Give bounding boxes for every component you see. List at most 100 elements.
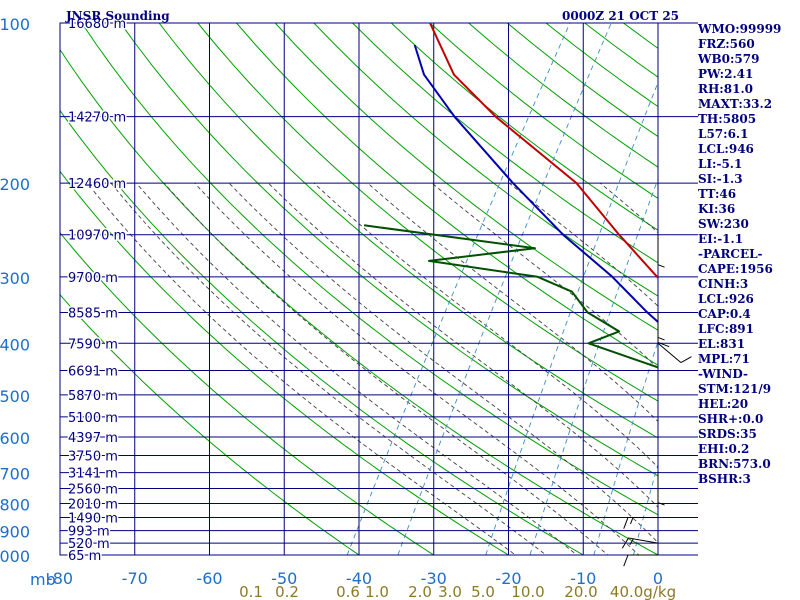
index-row: CAP:0.4 [698,307,751,321]
index-row: HEL:20 [698,397,749,411]
chart-title: JNSR Sounding [66,9,170,23]
index-row: FRZ:560 [698,37,755,51]
mixing-ratio-label: 0.1 [239,583,263,600]
moist-adiabat-line [163,182,609,555]
wind-barb [657,472,665,506]
height-label: 7590 m [68,337,118,352]
dry-adiabat-line [197,23,658,402]
wind-barb [657,312,670,348]
moist-adiabat-line [136,182,578,555]
index-row: EI:-1.1 [698,232,744,246]
index-row: RH:81.0 [698,82,753,96]
wind-barb [623,516,658,529]
dewpoint-trace [363,224,658,369]
dry-adiabat-line [60,48,658,555]
dry-adiabat-line [60,293,360,555]
mixing-ratio-label: 1.0 [365,583,389,600]
moist-adiabat-line [268,182,658,508]
dry-adiabat-line [313,23,658,297]
height-label: 5870 m [68,389,118,404]
index-row: WMO:99999 [698,22,782,36]
pressure-tick-label: 500 [0,387,30,406]
index-row: LI:-5.1 [698,157,743,171]
axis-unit-label: mb [30,570,56,589]
dry-adiabat-line [60,170,510,555]
temperature-trace [429,23,658,280]
index-row: L57:6.1 [698,127,749,141]
pressure-tick-label: 100 [0,15,30,34]
dry-adiabat-line [81,23,658,516]
parcel-trace [413,44,658,324]
pressure-tick-label: 600 [0,429,30,448]
height-label: 4397 m [68,431,118,446]
index-row: PW:2.41 [698,67,754,81]
height-label: 12460 m [68,177,126,192]
moist-adiabat-line [110,182,547,555]
mixing-ratio-label: 10.0 [511,583,544,600]
temperature-tick-label: -60 [196,569,222,588]
height-label: 16680 m [68,17,126,32]
height-label: 14270 m [68,111,126,126]
mixing-ratio-label: 20.0 [564,583,597,600]
moist-adiabat-line [228,182,658,544]
moist-adiabat-line [431,182,658,369]
height-label: 993 m [68,525,110,540]
moist-adiabat-line [87,182,517,555]
index-row: -WIND- [698,367,748,381]
index-row: BRN:573.0 [698,457,771,471]
wind-barb [657,234,665,268]
index-row: BSHR:3 [698,472,751,486]
dry-adiabat-line [119,23,658,477]
mixing-ratio-label: 5.0 [471,583,495,600]
mixing-ratio-label: 2.0 [408,583,432,600]
wind-barb [657,342,692,364]
wind-barb [623,554,658,567]
height-label: 3750 m [68,449,118,464]
dry-adiabat-line [158,23,658,439]
index-row: SHR+:0.0 [698,412,764,426]
chart-datetime: 0000Z 21 OCT 25 [562,9,680,23]
index-row: LCL:926 [698,292,754,306]
height-label: 2560 m [68,483,118,498]
temperature-tick-label: -30 [421,569,447,588]
mixing-ratio-label: 3.0 [438,583,462,600]
temperature-tick-label: -50 [271,569,297,588]
pressure-tick-label: 700 [0,465,30,484]
dry-adiabat-line [274,23,658,331]
temperature-tick-label: -40 [346,569,372,588]
mixing-ratio-label: 40.0g/kg [610,583,676,600]
pressure-tick-label: 300 [0,269,30,288]
height-label: 2010 m [68,497,118,512]
pressure-tick-label: 900 [0,523,30,542]
index-row: KI:36 [698,202,736,216]
index-row: TT:46 [698,187,737,201]
mixing-ratio-line [346,23,571,555]
temperature-tick-label: -70 [122,569,148,588]
index-row: SI:-1.3 [698,172,743,186]
height-label: 65 m [68,549,101,564]
height-label: 9700 m [68,271,118,286]
height-label: 5100 m [68,411,118,426]
pressure-tick-label: 800 [0,495,30,514]
index-row: SW:230 [698,217,749,231]
temperature-tick-label: -80 [47,569,73,588]
index-row: STM:121/9 [698,382,772,396]
index-row: EL:831 [698,337,746,351]
index-row: -PARCEL- [698,247,763,261]
index-row: SRDS:35 [698,427,757,441]
index-row: LFC:891 [698,322,754,336]
height-label: 1490 m [68,511,118,526]
dry-adiabat-line [60,231,435,555]
temperature-tick-label: 0 [653,569,663,588]
index-row: LCL:946 [698,142,754,156]
height-label: 6691 m [68,365,118,380]
moist-adiabat-line [313,182,658,468]
moist-adiabat-line [194,182,640,555]
pressure-tick-label: 200 [0,175,30,194]
height-label: 3141 m [68,467,118,482]
mixing-ratio-label: 0.2 [275,583,299,600]
dry-adiabat-line [236,23,658,366]
